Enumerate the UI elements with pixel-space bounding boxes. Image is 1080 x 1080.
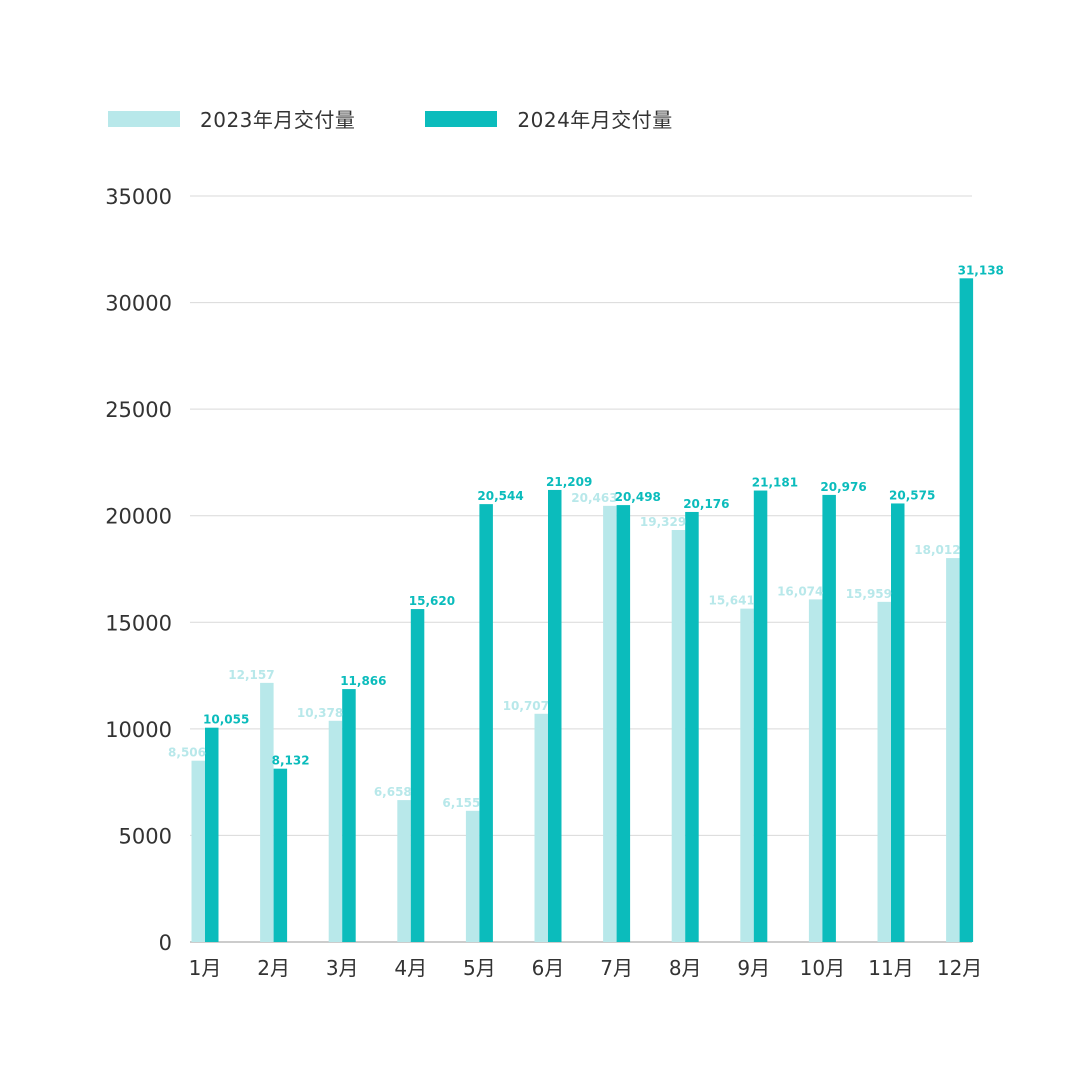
data-label-2024: 8,132 [272,754,310,768]
data-label-2023: 18,012 [914,543,960,557]
x-tick-label: 2月 [257,956,290,980]
data-label-2023: 12,157 [228,668,274,682]
legend-item-2023: 2023年月交付量 [108,104,355,133]
data-label-2023: 8,506 [168,746,206,760]
bar-2024 [205,727,219,942]
bar-2023 [260,682,274,942]
bar-2023 [191,760,205,942]
bar-2023 [328,720,343,942]
y-tick-label: 5000 [119,824,172,848]
bar-2024 [891,503,905,942]
x-tick-label: 10月 [800,956,845,980]
bar-2023 [946,558,960,942]
legend-label-2024: 2024年月交付量 [517,108,673,132]
data-label-2023: 16,074 [777,584,823,598]
y-tick-label: 30000 [105,292,172,316]
bar-2024 [822,494,836,942]
bar-2024 [410,609,425,942]
bar-2023 [534,713,548,942]
x-tick-label: 3月 [326,956,359,980]
legend-label-2023: 2023年月交付量 [200,108,356,132]
data-label-2024: 11,866 [340,674,386,688]
x-tick-label: 11月 [868,956,913,980]
x-tick-label: 5月 [463,956,496,980]
data-label-2024: 10,055 [203,713,249,727]
data-label-2023: 15,641 [708,594,754,608]
x-tick-label: 12月 [937,956,982,980]
legend: 2023年月交付量 2024年月交付量 [108,104,743,133]
data-label-2024: 21,209 [546,475,592,489]
data-label-2024: 15,620 [409,594,455,608]
bar-2024 [548,489,562,942]
x-tick-label: 7月 [600,956,633,980]
bar-2023 [671,530,686,942]
y-tick-label: 35000 [105,185,172,209]
y-tick-label: 20000 [105,505,172,529]
data-label-2024: 21,181 [752,476,798,490]
y-tick-label: 0 [159,931,172,955]
data-label-2024: 31,138 [958,263,1004,277]
data-label-2023: 20,463 [571,491,617,505]
bar-2024 [959,278,974,942]
data-label-2024: 20,176 [683,497,729,511]
data-label-2023: 10,378 [297,706,343,720]
bar-2024 [685,511,699,942]
data-label-2023: 19,329 [640,515,686,529]
data-label-2023: 6,658 [374,785,412,799]
data-label-2024: 20,498 [615,490,661,504]
bar-2023 [740,608,754,942]
bar-2023 [877,601,891,942]
x-tick-label: 1月 [189,956,222,980]
bar-2023 [465,810,480,942]
data-label-2024: 20,976 [820,480,866,494]
data-label-2024: 20,575 [889,488,935,502]
y-tick-label: 15000 [105,611,172,635]
bar-2024 [273,768,288,942]
bar-2024 [342,689,356,942]
x-tick-label: 9月 [737,956,770,980]
data-label-2023: 6,155 [442,796,480,810]
bar-2023 [808,599,823,942]
legend-swatch-2023 [108,110,180,127]
bar-2023 [397,800,411,942]
legend-item-2024: 2024年月交付量 [425,104,672,133]
legend-swatch-2024 [425,110,498,127]
data-label-2023: 10,707 [503,699,549,713]
data-label-2024: 20,544 [477,489,523,503]
x-tick-label: 4月 [394,956,427,980]
x-tick-label: 6月 [532,956,565,980]
y-tick-label: 10000 [105,718,172,742]
bar-2024 [479,504,493,942]
data-label-2023: 15,959 [846,587,892,601]
bar-2023 [603,505,617,942]
bar-2024 [616,505,631,942]
x-tick-label: 8月 [669,956,702,980]
bar-2024 [753,490,768,942]
y-tick-label: 25000 [105,398,172,422]
